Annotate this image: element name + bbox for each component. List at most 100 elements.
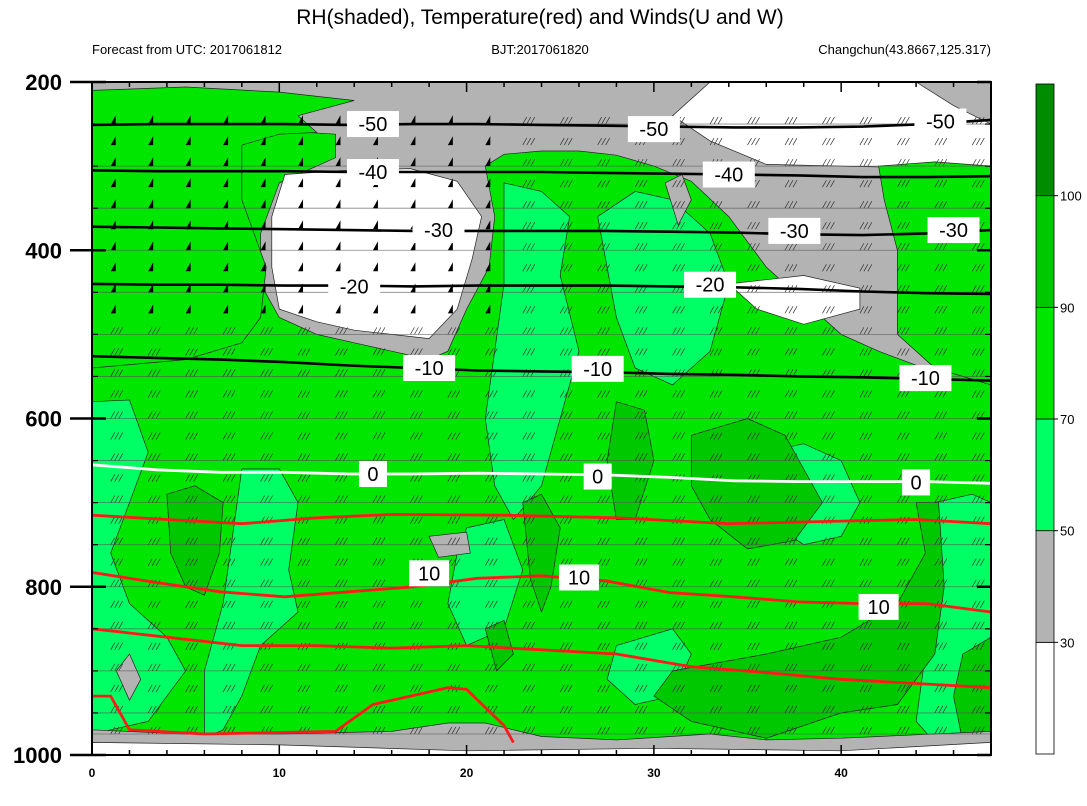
wind-flag-mark xyxy=(260,304,266,314)
contour-label-text: 10 xyxy=(868,597,890,619)
wind-barb-mark xyxy=(672,642,685,651)
contour-label-box xyxy=(702,161,755,188)
wind-barb-mark xyxy=(522,411,536,419)
wind-barb-mark xyxy=(522,222,536,230)
wind-barb-mark xyxy=(709,306,723,314)
wind-barb-mark xyxy=(934,264,948,272)
wind-flag-mark xyxy=(485,115,491,125)
wind-barb-mark xyxy=(559,432,573,440)
wind-barb-mark xyxy=(709,558,723,566)
wind-barb-mark xyxy=(709,537,723,545)
wind-barb-mark xyxy=(522,201,536,209)
wind-barb-mark xyxy=(822,348,835,356)
wind-barb-mark xyxy=(372,495,386,503)
wind-barb-mark xyxy=(410,537,423,545)
wind-barb-mark xyxy=(522,621,536,629)
wind-barb-mark xyxy=(110,579,124,587)
wind-flag-mark xyxy=(110,115,116,125)
wind-barb-mark xyxy=(859,369,873,377)
wind-flag-mark xyxy=(148,178,154,188)
contour-label-text: 0 xyxy=(911,472,922,494)
wind-barb-mark xyxy=(559,411,573,419)
contour-label-text: -10 xyxy=(415,358,444,380)
wind-barb-mark xyxy=(447,432,461,440)
wind-barb-mark xyxy=(897,495,910,503)
wind-barb-mark xyxy=(672,264,685,272)
wind-barb-mark xyxy=(672,327,685,335)
wind-barb-mark xyxy=(372,600,386,608)
wind-barb-mark xyxy=(559,495,573,503)
wind-barb-mark xyxy=(822,327,835,335)
wind-barb-mark xyxy=(971,474,985,482)
wind-barb-mark xyxy=(897,537,910,545)
wind-barb-mark xyxy=(822,537,835,545)
wind-flag-mark xyxy=(223,178,229,188)
wind-flag-mark xyxy=(110,136,116,146)
wind-barb-mark xyxy=(822,158,835,167)
wind-barb-mark xyxy=(147,663,161,672)
wind-barb-mark xyxy=(447,537,461,545)
wind-barb-mark xyxy=(897,726,910,735)
wind-barb-mark xyxy=(971,348,985,356)
wind-barb-mark xyxy=(971,558,985,566)
wind-barb-mark xyxy=(260,579,273,587)
wind-barb-mark xyxy=(335,474,348,482)
contour-label: -50 xyxy=(914,108,967,135)
wind-flag-mark xyxy=(485,304,491,314)
wind-barb-mark xyxy=(447,705,461,714)
wind-barb-mark xyxy=(522,116,536,125)
wind-barb-mark xyxy=(110,663,124,672)
x-tick-label: 40 xyxy=(834,766,848,780)
wind-flag-mark xyxy=(223,136,229,146)
contour-label: 10 xyxy=(409,560,450,587)
wind-barb-mark xyxy=(859,558,873,566)
wind-barb-mark xyxy=(222,474,236,482)
contour-label-box xyxy=(571,355,624,382)
wind-barb-mark xyxy=(634,158,648,167)
wind-barb-mark xyxy=(522,726,536,735)
wind-flag-mark xyxy=(185,199,191,209)
wind-flag-mark xyxy=(260,241,266,251)
wind-barb-mark xyxy=(559,137,573,146)
wind-barb-mark xyxy=(297,327,311,335)
wind-barb-mark xyxy=(971,390,985,398)
wind-barb-mark xyxy=(447,348,461,356)
wind-flag-mark xyxy=(260,115,266,125)
wind-barb-mark xyxy=(110,684,124,693)
wind-barb-mark xyxy=(185,390,198,398)
wind-barb-mark xyxy=(147,621,161,629)
wind-barb-mark xyxy=(971,726,985,735)
wind-flag-mark xyxy=(372,241,378,251)
wind-barb-mark xyxy=(410,495,423,503)
wind-flag-mark xyxy=(485,199,491,209)
contour-label-text: -20 xyxy=(696,275,725,297)
wind-barb-mark xyxy=(372,390,386,398)
wind-flag-mark xyxy=(447,157,453,167)
wind-barb-mark xyxy=(822,306,835,314)
wind-barb-mark xyxy=(297,600,311,608)
wind-barb-mark xyxy=(634,453,648,461)
contour-label-box xyxy=(403,355,456,382)
wind-barb-mark xyxy=(597,432,610,440)
wind-barb-mark xyxy=(485,600,498,608)
wind-barb-mark xyxy=(784,684,798,693)
wind-barb-mark xyxy=(447,495,461,503)
wind-barb-mark xyxy=(672,201,685,209)
wind-barb-mark xyxy=(522,264,536,272)
temperature-contour-0 xyxy=(92,463,991,485)
wind-barb-mark xyxy=(185,432,198,440)
wind-barb-mark xyxy=(934,348,948,356)
wind-barb-mark xyxy=(934,179,948,188)
wind-barb-mark xyxy=(634,684,648,693)
wind-barb-mark xyxy=(634,495,648,503)
wind-barb-mark xyxy=(447,726,461,735)
wind-barb-mark xyxy=(897,264,910,272)
wind-barb-mark xyxy=(784,579,798,587)
temperature-contour-warm-1 xyxy=(92,627,991,690)
wind-barb-mark xyxy=(522,600,536,608)
wind-barb-mark xyxy=(260,369,273,377)
wind-barb-mark xyxy=(485,495,498,503)
wind-barb-mark xyxy=(859,579,873,587)
wind-barb-mark xyxy=(634,432,648,440)
